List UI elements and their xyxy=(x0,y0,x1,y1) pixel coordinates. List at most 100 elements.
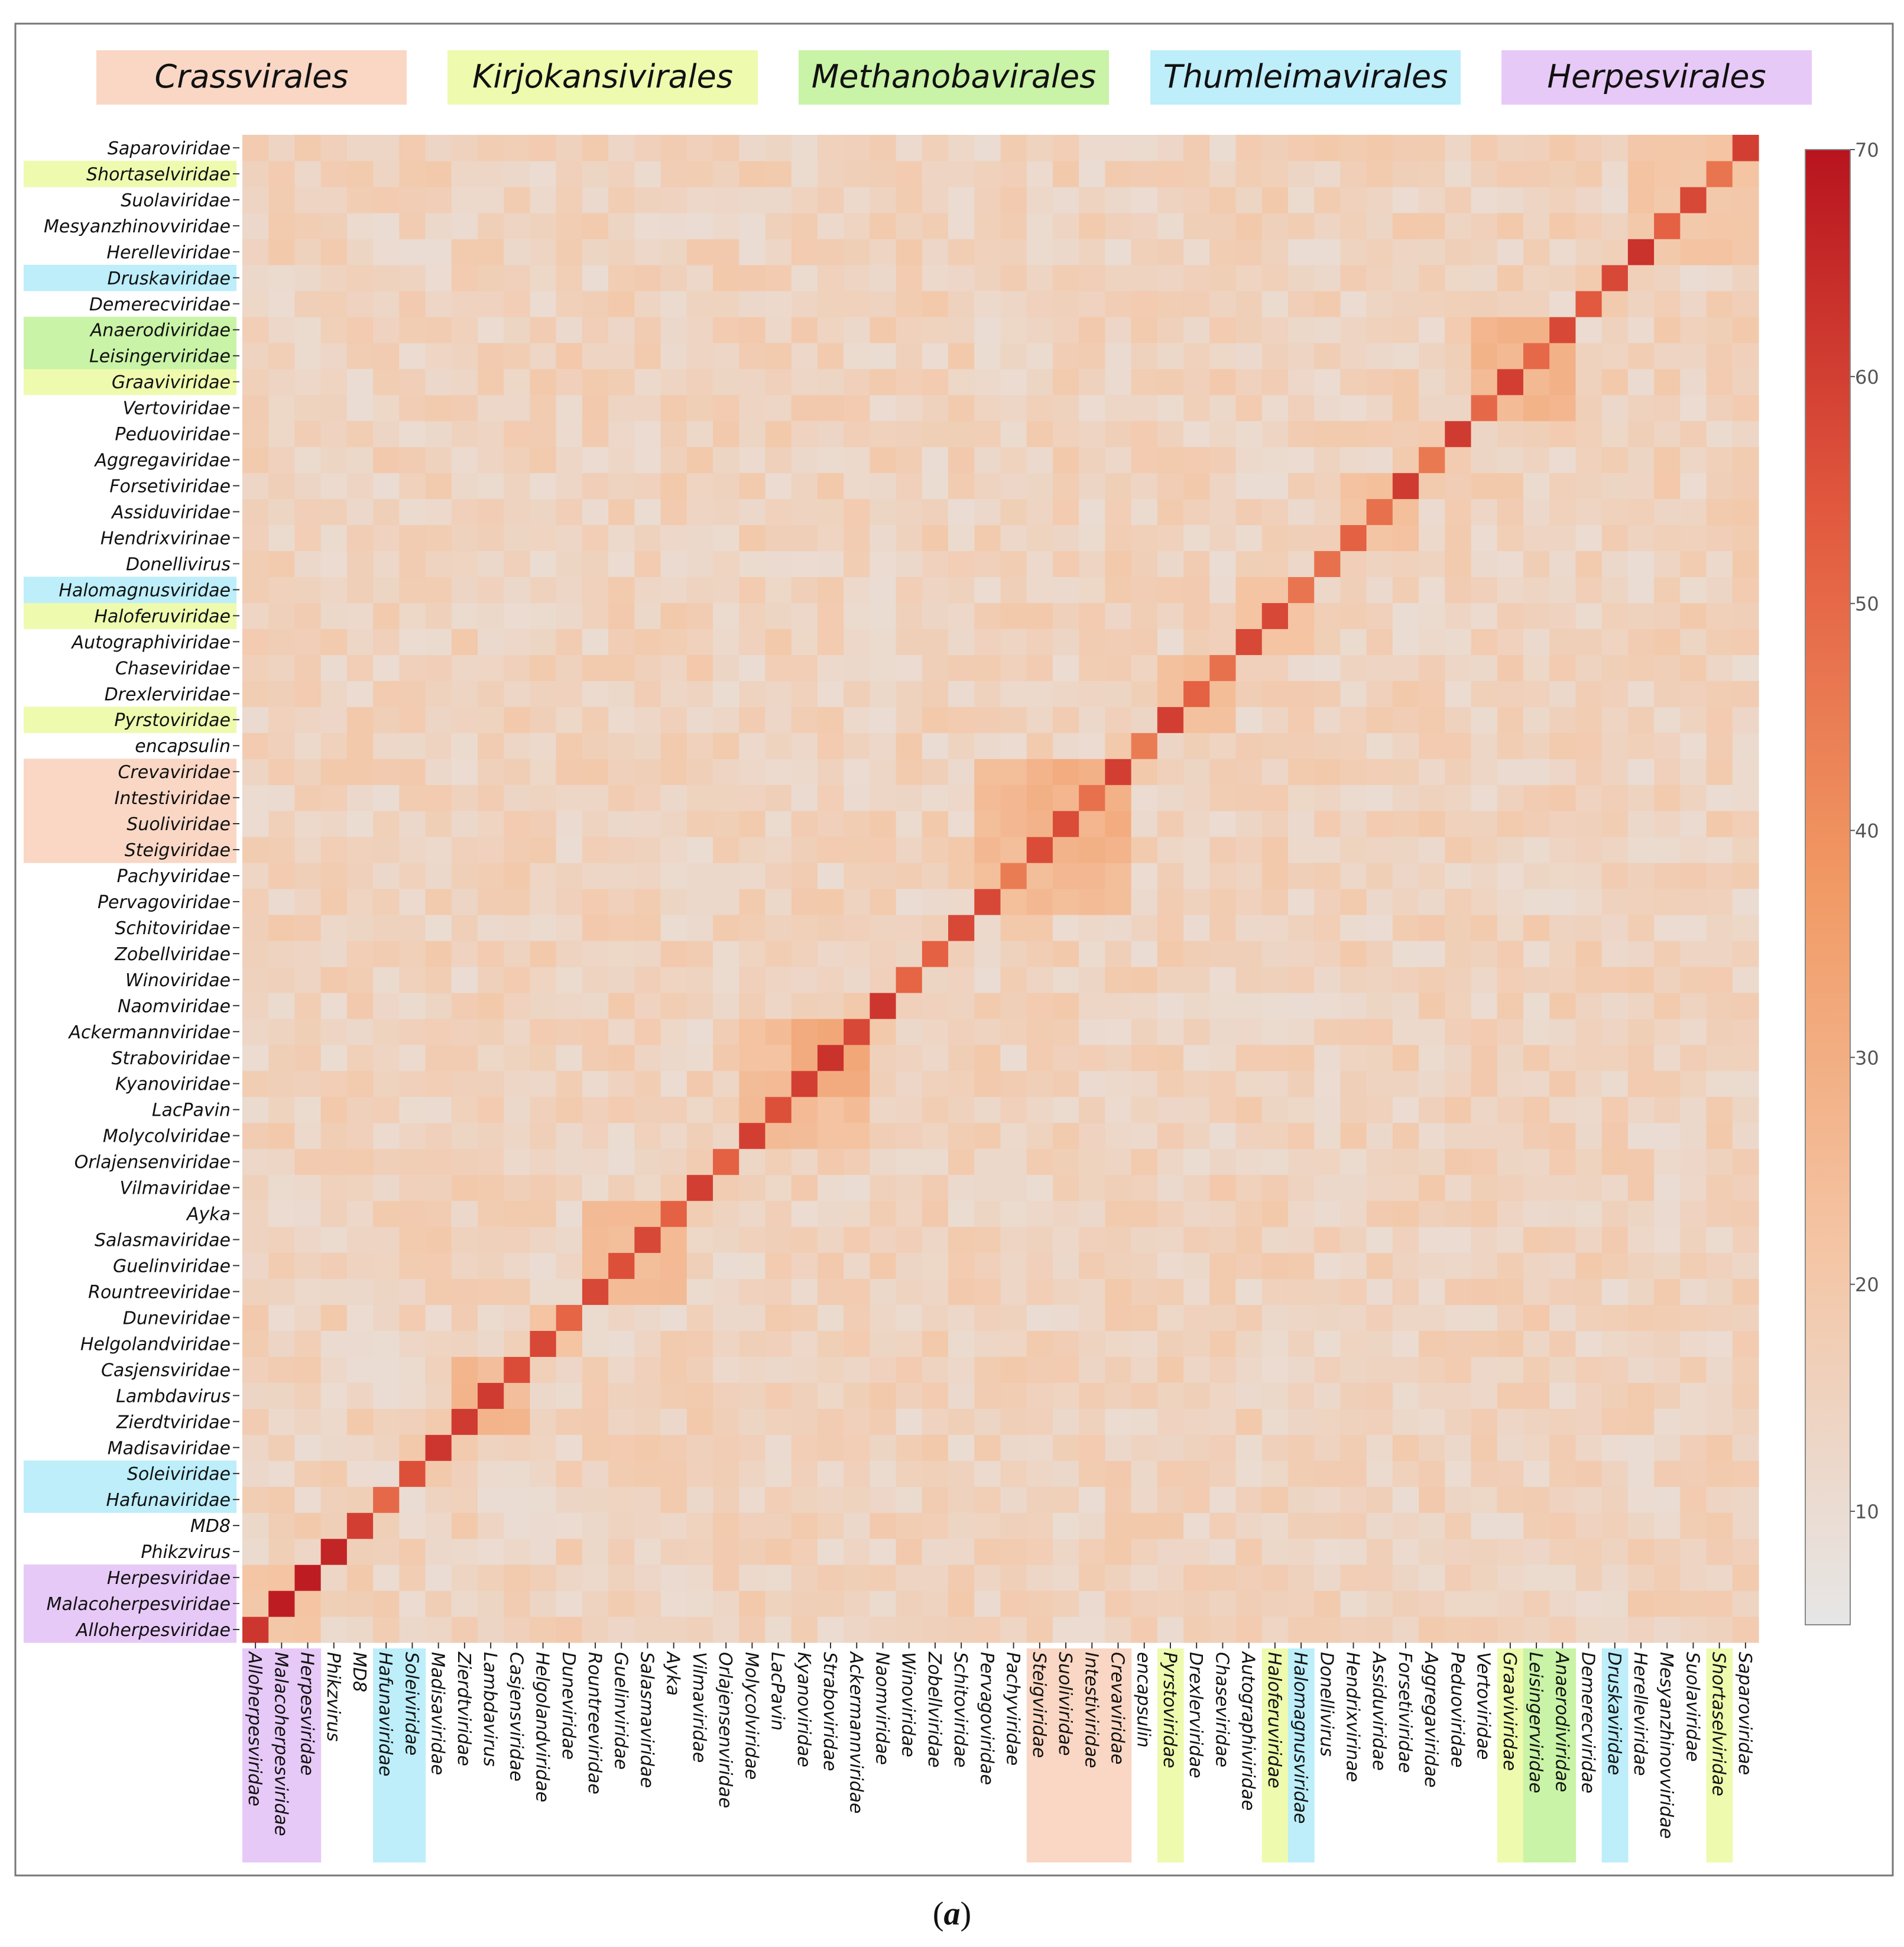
heatmap-cell-5-47 xyxy=(1471,1486,1498,1513)
heatmap-cell-7-23 xyxy=(844,1434,870,1461)
row-label-Malacoherpesviridae: Malacoherpesviridae xyxy=(47,1594,231,1615)
heatmap-cell-44-16 xyxy=(660,472,687,500)
heatmap-cell-6-57 xyxy=(1732,1460,1759,1487)
heatmap-figure: Crassvirales Kirjokansivirales Methanobavi… xyxy=(14,22,1894,1877)
heatmap-cell-6-4 xyxy=(346,1460,374,1487)
heatmap-cell-3-46 xyxy=(1445,1538,1472,1565)
heatmap-cell-53-51 xyxy=(1575,238,1603,265)
heatmap-cell-10-4 xyxy=(346,1356,374,1383)
heatmap-cell-20-50 xyxy=(1549,1096,1577,1123)
heatmap-cell-28-41 xyxy=(1314,889,1341,915)
heatmap-cell-50-6 xyxy=(399,316,426,344)
heatmap-cell-37-48 xyxy=(1497,655,1524,681)
heatmap-cell-43-45 xyxy=(1419,498,1445,526)
heatmap-cell-25-53 xyxy=(1627,966,1655,993)
heatmap-cell-23-56 xyxy=(1706,1018,1733,1045)
heatmap-cell-9-26 xyxy=(922,1382,949,1409)
heatmap-cell-0-4 xyxy=(346,1616,374,1643)
heatmap-cell-36-14 xyxy=(608,681,635,707)
heatmap-cell-46-0 xyxy=(242,420,269,448)
colorbar-tick-label-40: 40 xyxy=(1855,820,1879,843)
heatmap-cell-0-41 xyxy=(1314,1616,1341,1643)
heatmap-cell-13-30 xyxy=(1026,1278,1053,1305)
heatmap-cell-41-29 xyxy=(1000,550,1027,578)
heatmap-cell-42-13 xyxy=(582,524,609,552)
heatmap-cell-10-26 xyxy=(922,1356,949,1383)
heatmap-cell-54-42 xyxy=(1340,212,1367,239)
heatmap-cell-27-8 xyxy=(451,914,478,941)
heatmap-cell-10-14 xyxy=(608,1356,635,1383)
heatmap-cell-42-41 xyxy=(1314,524,1341,552)
heatmap-cell-2-21 xyxy=(791,1564,818,1591)
heatmap-cell-29-16 xyxy=(660,863,687,889)
heatmap-cell-28-48 xyxy=(1497,889,1524,915)
heatmap-cell-55-25 xyxy=(896,186,923,213)
heatmap-cell-17-40 xyxy=(1287,1174,1315,1201)
heatmap-cell-5-46 xyxy=(1445,1486,1472,1513)
heatmap-cell-35-3 xyxy=(320,707,348,733)
column-label-Haloferuviridae: Haloferuviridae xyxy=(1264,1652,1285,1789)
column-label-Alloherpesviridae: Alloherpesviridae xyxy=(244,1651,265,1806)
heatmap-cell-53-46 xyxy=(1445,238,1472,265)
heatmap-cell-36-20 xyxy=(765,681,792,707)
heatmap-cell-32-21 xyxy=(791,785,818,811)
heatmap-cell-4-54 xyxy=(1654,1512,1681,1539)
heatmap-cell-57-0 xyxy=(242,135,269,161)
heatmap-cell-15-47 xyxy=(1471,1226,1498,1253)
heatmap-cell-12-40 xyxy=(1287,1304,1315,1332)
heatmap-cell-4-11 xyxy=(530,1512,557,1539)
heatmap-cell-42-6 xyxy=(399,524,426,552)
heatmap-cell-48-45 xyxy=(1419,368,1445,396)
heatmap-cell-45-49 xyxy=(1523,446,1550,474)
heatmap-cell-42-18 xyxy=(713,524,739,552)
heatmap-cell-25-15 xyxy=(634,966,661,993)
heatmap-cell-42-19 xyxy=(739,524,766,552)
heatmap-cell-36-37 xyxy=(1209,681,1237,707)
heatmap-cell-1-50 xyxy=(1549,1590,1577,1617)
heatmap-cell-3-28 xyxy=(974,1538,1001,1565)
heatmap-cell-12-34 xyxy=(1131,1304,1158,1332)
heatmap-cell-50-5 xyxy=(373,316,400,344)
heatmap-cell-9-13 xyxy=(582,1382,609,1409)
heatmap-cell-14-24 xyxy=(870,1252,897,1279)
heatmap-cell-0-28 xyxy=(974,1616,1001,1643)
heatmap-cell-12-17 xyxy=(686,1304,713,1332)
heatmap-cell-33-57 xyxy=(1732,759,1759,785)
heatmap-cell-17-55 xyxy=(1680,1174,1707,1201)
row-label-Mesyanzhinovviridae: Mesyanzhinovviridae xyxy=(44,216,231,237)
heatmap-cell-12-20 xyxy=(765,1304,792,1332)
heatmap-cell-26-21 xyxy=(791,940,818,967)
heatmap-cell-35-36 xyxy=(1183,707,1210,733)
heatmap-cell-40-42 xyxy=(1340,576,1367,603)
heatmap-cell-51-34 xyxy=(1131,290,1158,318)
heatmap-cell-34-33 xyxy=(1105,733,1132,759)
heatmap-cell-8-33 xyxy=(1105,1408,1132,1435)
heatmap-cell-36-35 xyxy=(1157,681,1184,707)
heatmap-cell-28-39 xyxy=(1261,889,1289,915)
heatmap-cell-34-30 xyxy=(1026,733,1053,759)
heatmap-cell-21-35 xyxy=(1157,1070,1184,1097)
heatmap-cell-11-20 xyxy=(765,1330,792,1357)
column-label-Chaseviridae: Chaseviridae xyxy=(1211,1652,1232,1767)
row-label-Suoliviridae: Suoliviridae xyxy=(126,814,231,835)
heatmap-cell-26-47 xyxy=(1471,940,1498,967)
heatmap-cell-44-50 xyxy=(1549,472,1577,500)
heatmap-cell-27-38 xyxy=(1235,914,1263,941)
heatmap-cell-20-16 xyxy=(660,1096,687,1123)
heatmap-cell-54-11 xyxy=(530,212,557,239)
heatmap-cell-27-0 xyxy=(242,914,269,941)
heatmap-cell-17-1 xyxy=(268,1174,296,1201)
heatmap-cell-24-19 xyxy=(739,992,766,1019)
heatmap-cell-32-3 xyxy=(320,785,348,811)
heatmap-cell-50-32 xyxy=(1079,316,1105,344)
heatmap-cell-54-20 xyxy=(765,212,792,239)
heatmap-cell-53-30 xyxy=(1026,238,1053,265)
heatmap-cell-2-26 xyxy=(922,1564,949,1591)
heatmap-cell-27-26 xyxy=(922,914,949,941)
heatmap-cell-19-44 xyxy=(1392,1122,1419,1149)
heatmap-cell-16-9 xyxy=(478,1200,504,1227)
heatmap-cell-4-5 xyxy=(373,1512,400,1539)
heatmap-cell-51-21 xyxy=(791,290,818,318)
heatmap-cell-45-41 xyxy=(1314,446,1341,474)
heatmap-cell-43-18 xyxy=(713,498,739,526)
